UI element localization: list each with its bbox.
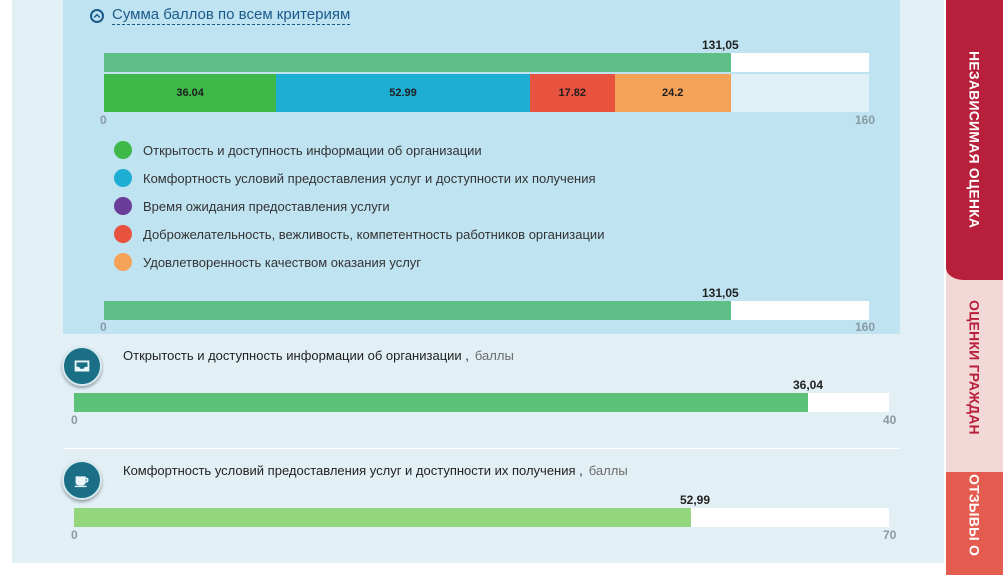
total-bar-track-2	[104, 301, 869, 320]
section-title: Сумма баллов по всем критериям	[112, 6, 351, 25]
legend-item: Доброжелательность, вежливость, компетен…	[114, 220, 604, 248]
legend-dot-icon	[114, 141, 132, 159]
chevron-up-icon	[90, 8, 104, 23]
criterion-axis-min: 0	[71, 413, 78, 427]
tab-reviews-label: ОТЗЫВЫ О	[966, 473, 983, 557]
axis-min-label-2: 0	[100, 320, 107, 334]
tab-citizen-ratings-label: ОЦЕНКИ ГРАЖДАН	[966, 299, 983, 435]
segment-comfort: 52.99	[276, 74, 530, 112]
stacked-bar-track: 36.04 52.99 17.82 24.2	[104, 74, 869, 112]
legend-dot-icon	[114, 225, 132, 243]
tab-citizen-ratings[interactable]: ОЦЕНКИ ГРАЖДАН	[946, 262, 1003, 472]
axis-min-label: 0	[100, 113, 107, 127]
legend-item: Открытость и доступность информации об о…	[114, 136, 604, 164]
divider	[63, 448, 900, 449]
coffee-cup-icon	[62, 460, 102, 500]
criterion-unit: баллы	[474, 348, 514, 363]
total-bar-fill-2	[104, 301, 731, 320]
criterion-title-text: Открытость и доступность информации об о…	[123, 348, 469, 363]
criterion-bar-fill	[74, 393, 809, 412]
side-tabs: ОТЗЫВЫ О ОЦЕНКИ ГРАЖДАН НЕЗАВИСИМАЯ ОЦЕН…	[946, 0, 1003, 575]
legend-item: Время ожидания предоставления услуги	[114, 192, 604, 220]
criterion-value-label: 36,04	[793, 378, 824, 392]
legend-label: Доброжелательность, вежливость, компетен…	[143, 226, 605, 242]
legend-item: Комфортность условий предоставления услу…	[114, 164, 604, 192]
criterion-bar-track	[74, 508, 889, 527]
criterion-axis-max: 40	[883, 413, 897, 427]
criterion-title-text: Комфортность условий предоставления услу…	[123, 463, 583, 478]
tab-reviews[interactable]: ОТЗЫВЫ О	[946, 455, 1003, 575]
total-value-label-2: 131,05	[702, 286, 739, 300]
legend-label: Открытость и доступность информации об о…	[143, 142, 482, 158]
legend-label: Время ожидания предоставления услуги	[143, 198, 390, 214]
segment-friendliness: 17.82	[529, 74, 615, 112]
criterion-bar-track	[74, 393, 889, 412]
criterion-title: Комфортность условий предоставления услу…	[123, 463, 628, 478]
criterion-axis-min: 0	[71, 528, 78, 542]
criterion-unit: баллы	[588, 463, 628, 478]
tab-independent-rating[interactable]: НЕЗАВИСИМАЯ ОЦЕНКА	[946, 0, 1003, 280]
criterion-value-label: 52,99	[680, 493, 711, 507]
legend-dot-icon	[114, 169, 132, 187]
tab-independent-rating-label: НЕЗАВИСИМАЯ ОЦЕНКА	[966, 51, 983, 229]
segment-satisfaction: 24.2	[614, 74, 731, 112]
total-value-label: 131,05	[702, 38, 739, 52]
total-bar-track	[104, 53, 869, 72]
criterion-axis-max: 70	[883, 528, 897, 542]
legend-label: Удовлетворенность качеством оказания усл…	[143, 254, 422, 270]
criterion-bar-fill	[74, 508, 691, 527]
legend-dot-icon	[114, 253, 132, 271]
legend-item: Удовлетворенность качеством оказания усл…	[114, 248, 604, 276]
inbox-tray-icon	[62, 346, 102, 386]
segment-openness: 36.04	[104, 74, 277, 112]
criterion-title: Открытость и доступность информации об о…	[123, 348, 514, 363]
legend-label: Комфортность условий предоставления услу…	[143, 170, 596, 186]
total-bar-fill	[104, 53, 731, 72]
legend-dot-icon	[114, 197, 132, 215]
section-toggle[interactable]: Сумма баллов по всем критериям	[90, 6, 351, 25]
legend: Открытость и доступность информации об о…	[114, 136, 604, 276]
axis-max-label: 160	[855, 113, 876, 127]
axis-max-label-2: 160	[855, 320, 876, 334]
